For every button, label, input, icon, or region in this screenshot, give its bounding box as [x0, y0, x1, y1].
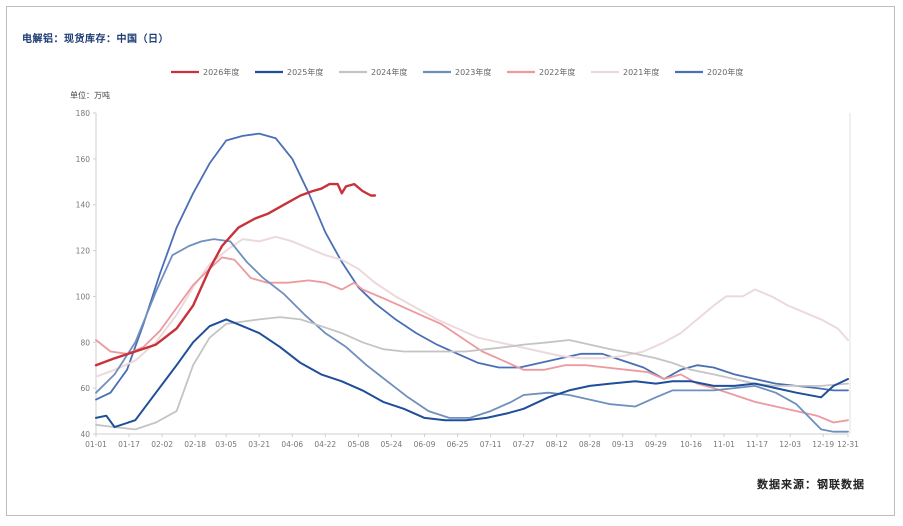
- legend-item[interactable]: 2026年度: [171, 67, 239, 77]
- x-tick-label: 01-17: [118, 440, 140, 449]
- legend-item[interactable]: 2024年度: [339, 67, 407, 77]
- y-tick-label: 40: [80, 430, 90, 439]
- x-tick-label: 06-09: [414, 440, 436, 449]
- y-tick-label: 60: [80, 384, 90, 393]
- x-tick-label: 10-16: [680, 440, 702, 449]
- x-tick-label: 07-27: [513, 440, 535, 449]
- unit-label: 单位：万吨: [70, 90, 110, 100]
- x-tick-label: 11-01: [713, 440, 735, 449]
- x-tick-label: 03-05: [215, 440, 237, 449]
- y-tick-label: 160: [76, 155, 91, 164]
- y-tick-label: 140: [76, 201, 91, 210]
- legend-label: 2021年度: [623, 67, 659, 77]
- x-tick-label: 03-21: [248, 440, 270, 449]
- data-source-note: 数据来源：钢联数据: [757, 478, 865, 491]
- x-tick-label: 02-02: [151, 440, 173, 449]
- legend-item[interactable]: 2021年度: [591, 67, 659, 77]
- series-line-2024年度: [95, 316, 849, 431]
- legend-item[interactable]: 2022年度: [507, 67, 575, 77]
- legend-item[interactable]: 2023年度: [423, 67, 491, 77]
- y-tick-label: 80: [80, 338, 90, 347]
- y-tick-label: 180: [76, 109, 91, 118]
- x-tick-label: 08-12: [546, 440, 568, 449]
- x-tick-label: 09-13: [612, 440, 634, 449]
- legend-label: 2025年度: [287, 67, 323, 77]
- series-line-2026年度: [94, 182, 377, 367]
- x-tick-label: 12-03: [779, 440, 801, 449]
- y-tick-label: 100: [76, 292, 91, 301]
- series-line-2023年度: [95, 238, 849, 433]
- x-tick-label: 07-11: [480, 440, 502, 449]
- x-tick-label: 01-01: [85, 440, 107, 449]
- legend-label: 2023年度: [455, 67, 491, 77]
- series-line-2021年度: [95, 235, 849, 378]
- x-tick-label: 12-31: [837, 440, 859, 449]
- x-tick-label: 04-22: [314, 440, 336, 449]
- legend-label: 2024年度: [371, 67, 407, 77]
- axes: 40 60 80 100 120 140 160 180 01-01 01-17 02-02 02-1…: [76, 109, 859, 449]
- x-tick-label: 05-08: [347, 440, 369, 449]
- chart-frame: [6, 6, 895, 516]
- x-tick-label: 04-06: [281, 440, 303, 449]
- x-tick-label: 02-18: [184, 440, 206, 449]
- series-lines: [94, 132, 849, 433]
- x-tick-label: 06-25: [447, 440, 469, 449]
- y-tick-label: 120: [76, 247, 91, 256]
- x-tick-label: 12-19: [812, 440, 834, 449]
- x-tick-label: 05-24: [381, 440, 403, 449]
- series-line-2025年度: [95, 318, 849, 429]
- x-tick-label: 09-29: [645, 440, 667, 449]
- x-tick-label: 11-17: [746, 440, 768, 449]
- legend: 2026年度 2025年度 2024年度 2023年度 2022年度 2021年度 2020…: [171, 67, 743, 77]
- series-line-2020年度: [95, 132, 849, 401]
- legend-label: 2022年度: [539, 67, 575, 77]
- x-tick-label: 08-28: [579, 440, 601, 449]
- legend-item[interactable]: 2020年度: [675, 67, 743, 77]
- legend-label: 2026年度: [203, 67, 239, 77]
- chart-title: 电解铝：现货库存：中国（日）: [22, 34, 169, 45]
- legend-label: 2020年度: [707, 67, 743, 77]
- legend-item[interactable]: 2025年度: [255, 67, 323, 77]
